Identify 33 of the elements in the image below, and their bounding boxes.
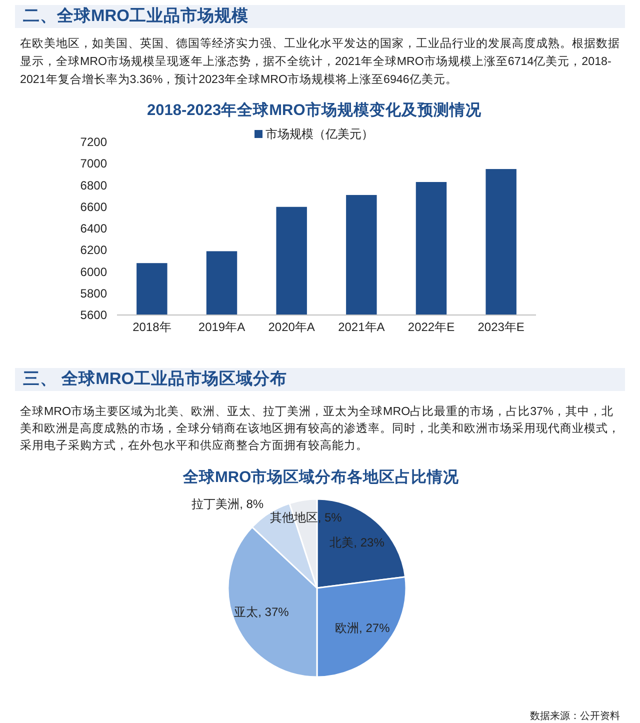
y-tick-label: 7000 xyxy=(80,156,108,171)
x-tick-label: 2022年E xyxy=(408,320,455,334)
y-tick-label: 5800 xyxy=(80,286,108,300)
y-tick-label: 6200 xyxy=(80,243,108,258)
slice-label: 拉丁美洲 xyxy=(192,496,240,511)
text: 全球MRO市场主要区域为北美、欧洲、亚太、拉丁美洲，亚太为全球MRO占比最重的市场，占比37%，其中，北美和欧洲是高度成熟的市场，全球分销商在该地区拥有较高的渗透率。同时，北美和欧洲市场采用现代商业模式，采用电子采购方式，在外包水平和供应商整合方面拥有较高能力。 xyxy=(20,404,621,454)
data-label: , 8% xyxy=(240,496,264,511)
y-tick-label: 6800 xyxy=(80,178,108,192)
text: 在欧美地区，如美国、英国、德国等经济实力强、工业化水平发达的国家，工业品行业的发展高度成熟。根据数据显示，全球MRO市场规模呈现逐年上涨态势，据不全统计，2021年全球MRO市场规模上涨至6714亿美元，2018-2021年复合增长率为3.36%，预计2023年全球MRO市场规模将上涨至6946亿美元。 xyxy=(20,36,621,88)
slice-label: 亚太 xyxy=(234,605,258,620)
data-label: , 37% xyxy=(258,605,290,620)
x-tick-label: 2023年E xyxy=(478,320,524,334)
y-tick-label: 5600 xyxy=(80,308,108,322)
chart-title: 全球MRO市场区域分布各地区占比情况 xyxy=(183,468,460,488)
text: 三、 全球MRO工业品市场区域分布 xyxy=(15,368,625,391)
data-label: , 23% xyxy=(354,536,385,550)
y-tick-label: 6400 xyxy=(80,222,108,236)
x-tick-label: 2019年A xyxy=(198,320,246,334)
x-tick-label: 2018年 xyxy=(132,320,172,334)
slice-label: 北美 xyxy=(330,536,354,550)
data-label: , 27% xyxy=(359,621,390,636)
y-tick-label: 6000 xyxy=(80,264,108,279)
x-tick-label: 2021年A xyxy=(338,320,385,334)
slice-label: 其他地区 xyxy=(270,510,318,525)
text: 二、全球MRO工业品市场规模 xyxy=(15,5,625,28)
y-tick-label: 7200 xyxy=(80,135,108,149)
source-note: 数据来源：公开资料 xyxy=(530,710,620,723)
chart-title: 2018-2023年全球MRO市场规模变化及预测情况 xyxy=(147,100,482,121)
y-tick-label: 6600 xyxy=(80,200,108,214)
x-tick-label: 2020年A xyxy=(268,320,315,334)
slice-label: 欧洲 xyxy=(335,621,360,636)
data-label: , 5% xyxy=(318,510,342,525)
legend: 市场规模（亿美元） xyxy=(254,127,374,141)
